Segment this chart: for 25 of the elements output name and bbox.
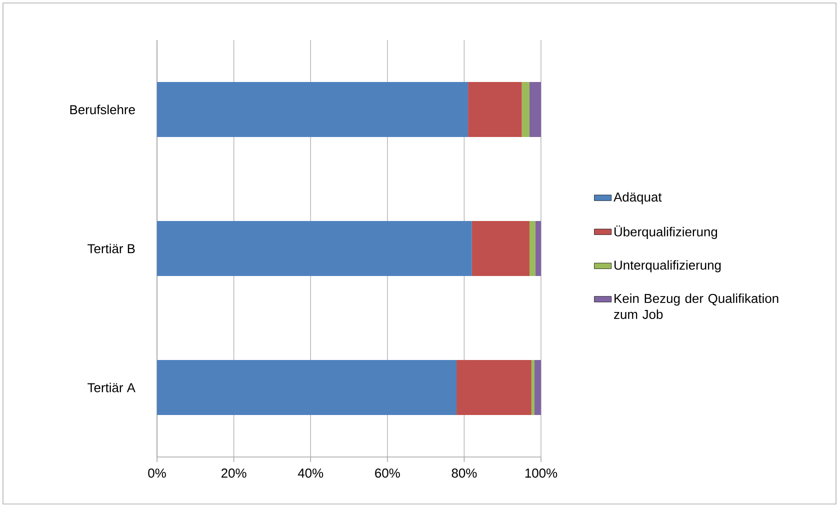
bar: [157, 360, 457, 416]
bar: [529, 82, 542, 138]
x-tick-label: 60%: [375, 468, 400, 478]
x-tick-label: 20%: [221, 468, 246, 478]
bar: [157, 82, 468, 138]
x-tick-label: 0%: [148, 468, 166, 478]
bar: [531, 360, 534, 416]
legend-label: Kein Bezug der Qualifikation zum Job: [614, 294, 778, 319]
bar: [472, 221, 530, 276]
bar: [157, 221, 472, 276]
bar: [535, 221, 542, 276]
y-tick-label: Tertiär A: [88, 382, 136, 392]
legend-label: Überqualifizierung: [614, 225, 718, 239]
x-tick-label: 80%: [452, 468, 477, 478]
bar: [529, 221, 536, 276]
bar: [534, 360, 542, 416]
bar: [522, 82, 530, 138]
y-tick-label: Berufslehre: [70, 104, 135, 114]
bar: [468, 82, 522, 138]
legend-label: Adäquat: [614, 192, 662, 204]
y-tick-label: Tertiär B: [88, 244, 135, 254]
bar: [456, 360, 532, 416]
x-tick-label: 40%: [298, 468, 324, 478]
x-tick-label: 100%: [525, 468, 558, 478]
legend-label: Unterqualifizierung: [614, 260, 721, 272]
